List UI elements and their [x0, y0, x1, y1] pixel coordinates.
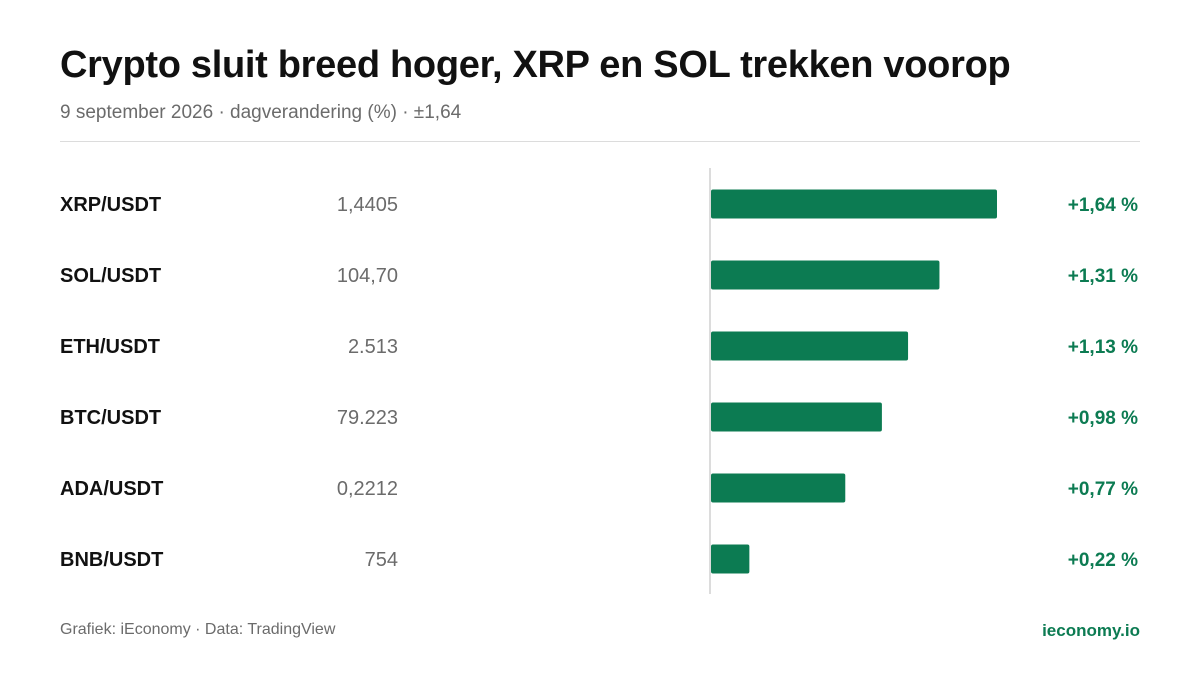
bar [711, 402, 882, 432]
bar [711, 260, 940, 290]
value-label: +1,13 % [1068, 337, 1138, 358]
value-label: +1,31 % [1068, 266, 1138, 287]
price-label: 754 [365, 549, 398, 571]
value-label: +0,98 % [1068, 408, 1138, 429]
price-label: 0,2212 [337, 478, 398, 500]
pair-label: ADA/USDT [60, 478, 163, 500]
value-label: +0,77 % [1068, 479, 1138, 500]
pair-label: XRP/USDT [60, 194, 161, 216]
bar [711, 473, 846, 503]
price-label: 104,70 [337, 265, 398, 287]
chart-title: Crypto sluit breed hoger, XRP en SOL tre… [60, 44, 1011, 86]
pair-label: BNB/USDT [60, 549, 163, 571]
chart-rows: XRP/USDT 1,4405 +1,64 % SOL/USDT 104,70 +1,31… [60, 189, 1138, 574]
price-label: 1,4405 [337, 194, 398, 216]
bar [711, 189, 997, 219]
price-label: 79.223 [337, 407, 398, 429]
header-divider [60, 141, 1140, 142]
price-label: 2.513 [348, 336, 398, 358]
footer-brand-link[interactable]: ieconomy.io [1042, 621, 1140, 640]
pair-label: ETH/USDT [60, 336, 160, 358]
bar [711, 544, 750, 574]
value-label: +0,22 % [1068, 550, 1138, 571]
pair-label: SOL/USDT [60, 265, 161, 287]
bar [711, 331, 909, 361]
footer-credit: Grafiek: iEconomy · Data: TradingView [60, 621, 336, 638]
chart-subtitle: 9 september 2026 · dagverandering (%) · … [60, 102, 462, 123]
value-label: +1,64 % [1068, 195, 1138, 216]
pair-label: BTC/USDT [60, 407, 161, 429]
